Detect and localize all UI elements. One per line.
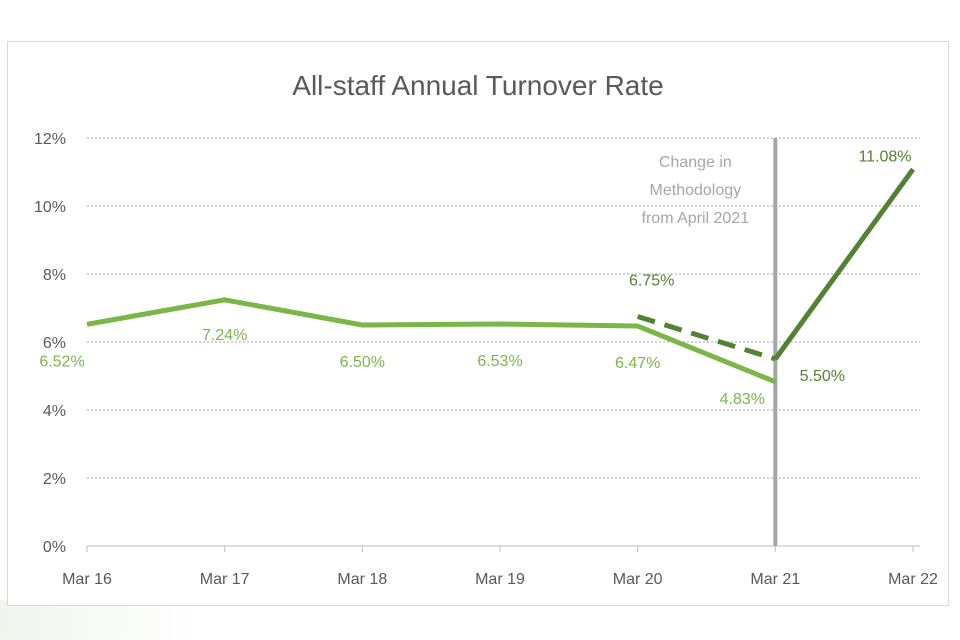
y-tick-label: 6% (43, 335, 66, 352)
data-label: 6.75% (629, 273, 674, 290)
axes: 0% 2% 4% 6% 8% 10% 12% Mar 16 Mar 17 Mar 18 Mar 19… (34, 131, 938, 588)
data-label: 6.53% (477, 353, 522, 370)
series-line (86, 297, 777, 385)
data-label: 4.83% (720, 391, 765, 408)
data-label: 6.50% (340, 354, 385, 371)
y-tick-label: 4% (43, 403, 66, 420)
y-tick-label: 8% (43, 267, 66, 284)
data-label: 5.50% (800, 368, 845, 385)
y-tick-label: 2% (43, 471, 66, 488)
annotation-text-line: Methodology (650, 182, 742, 199)
data-label: 7.24% (202, 327, 247, 344)
x-tick-label: Mar 17 (200, 571, 250, 588)
chart-title: All-staff Annual Turnover Rate (292, 70, 663, 101)
page-background-shape (0, 600, 200, 640)
series-lines (86, 167, 916, 385)
data-label: 6.52% (39, 353, 84, 370)
series-line (636, 314, 777, 362)
data-labels: 6.52% 7.24% 6.50% 6.53% 6.47% 4.83% 6.75% 5.50%… (39, 148, 911, 408)
x-tick-label: Mar 19 (475, 571, 525, 588)
x-tick-label: Mar 16 (62, 571, 112, 588)
x-tick-label: Mar 21 (750, 571, 800, 588)
annotation-text-line: from April 2021 (642, 210, 750, 227)
x-tick-label: Mar 22 (888, 571, 938, 588)
x-tick-label: Mar 20 (613, 571, 663, 588)
x-tick-label: Mar 18 (337, 571, 387, 588)
annotation-text-line: Change in (659, 154, 732, 171)
methodology-annotation: Change in Methodology from April 2021 (642, 138, 778, 546)
y-tick-label: 10% (34, 199, 66, 216)
gridlines (87, 137, 920, 479)
y-tick-label: 0% (43, 539, 66, 556)
series-line (773, 167, 916, 361)
data-label: 6.47% (615, 355, 660, 372)
data-label: 11.08% (858, 148, 911, 165)
y-tick-label: 12% (34, 131, 66, 148)
